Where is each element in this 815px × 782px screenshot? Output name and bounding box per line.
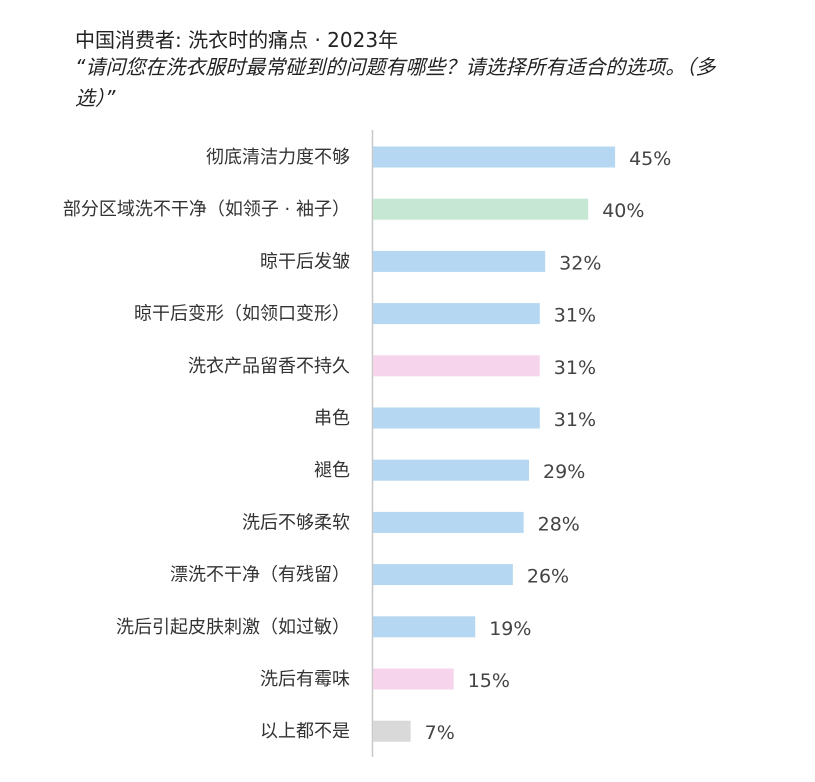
- value-label: 40%: [602, 200, 644, 222]
- bar: [373, 407, 540, 429]
- bar: [373, 564, 513, 586]
- bar: [373, 616, 476, 638]
- bar: [373, 146, 616, 168]
- bar: [373, 511, 524, 533]
- category-label: 洗衣产品留香不持久: [188, 356, 350, 377]
- value-label: 31%: [554, 357, 596, 379]
- bar: [373, 720, 411, 742]
- category-label: 晾干后变形（如领口变形）: [134, 304, 350, 325]
- category-label: 以上都不是: [260, 721, 350, 742]
- value-label: 7%: [425, 722, 455, 744]
- bar: [373, 459, 530, 481]
- category-label: 褪色: [314, 460, 350, 481]
- category-label: 洗后引起皮肤刺激（如过敏）: [116, 617, 350, 638]
- bar: [373, 303, 540, 325]
- bar: [373, 250, 546, 272]
- bar: [373, 198, 589, 220]
- bar: [373, 355, 540, 377]
- category-label: 洗后有霉味: [260, 669, 350, 690]
- category-label: 晾干后发皱: [260, 251, 350, 272]
- value-label: 29%: [543, 461, 585, 483]
- bar: [373, 668, 454, 690]
- value-label: 32%: [559, 252, 601, 274]
- chart-title: 中国消费者: 洗衣时的痛点 · 2023年: [75, 28, 399, 52]
- category-label: 串色: [314, 408, 350, 429]
- category-label: 漂洗不干净（有残留）: [170, 565, 350, 586]
- value-label: 26%: [527, 566, 569, 588]
- value-label: 19%: [489, 618, 531, 640]
- chart-subtitle: “请问您在洗衣服时最常碰到的问题有哪些？请选择所有适合的选项。（多选）”: [75, 55, 716, 110]
- value-label: 31%: [554, 305, 596, 327]
- value-label: 28%: [538, 513, 580, 535]
- category-label: 部分区域洗不干净（如领子 · 袖子）: [63, 199, 350, 220]
- category-label: 彻底清洁力度不够: [206, 147, 350, 168]
- value-label: 45%: [629, 148, 671, 170]
- value-label: 31%: [554, 409, 596, 431]
- value-label: 15%: [468, 670, 510, 692]
- category-label: 洗后不够柔软: [242, 512, 350, 533]
